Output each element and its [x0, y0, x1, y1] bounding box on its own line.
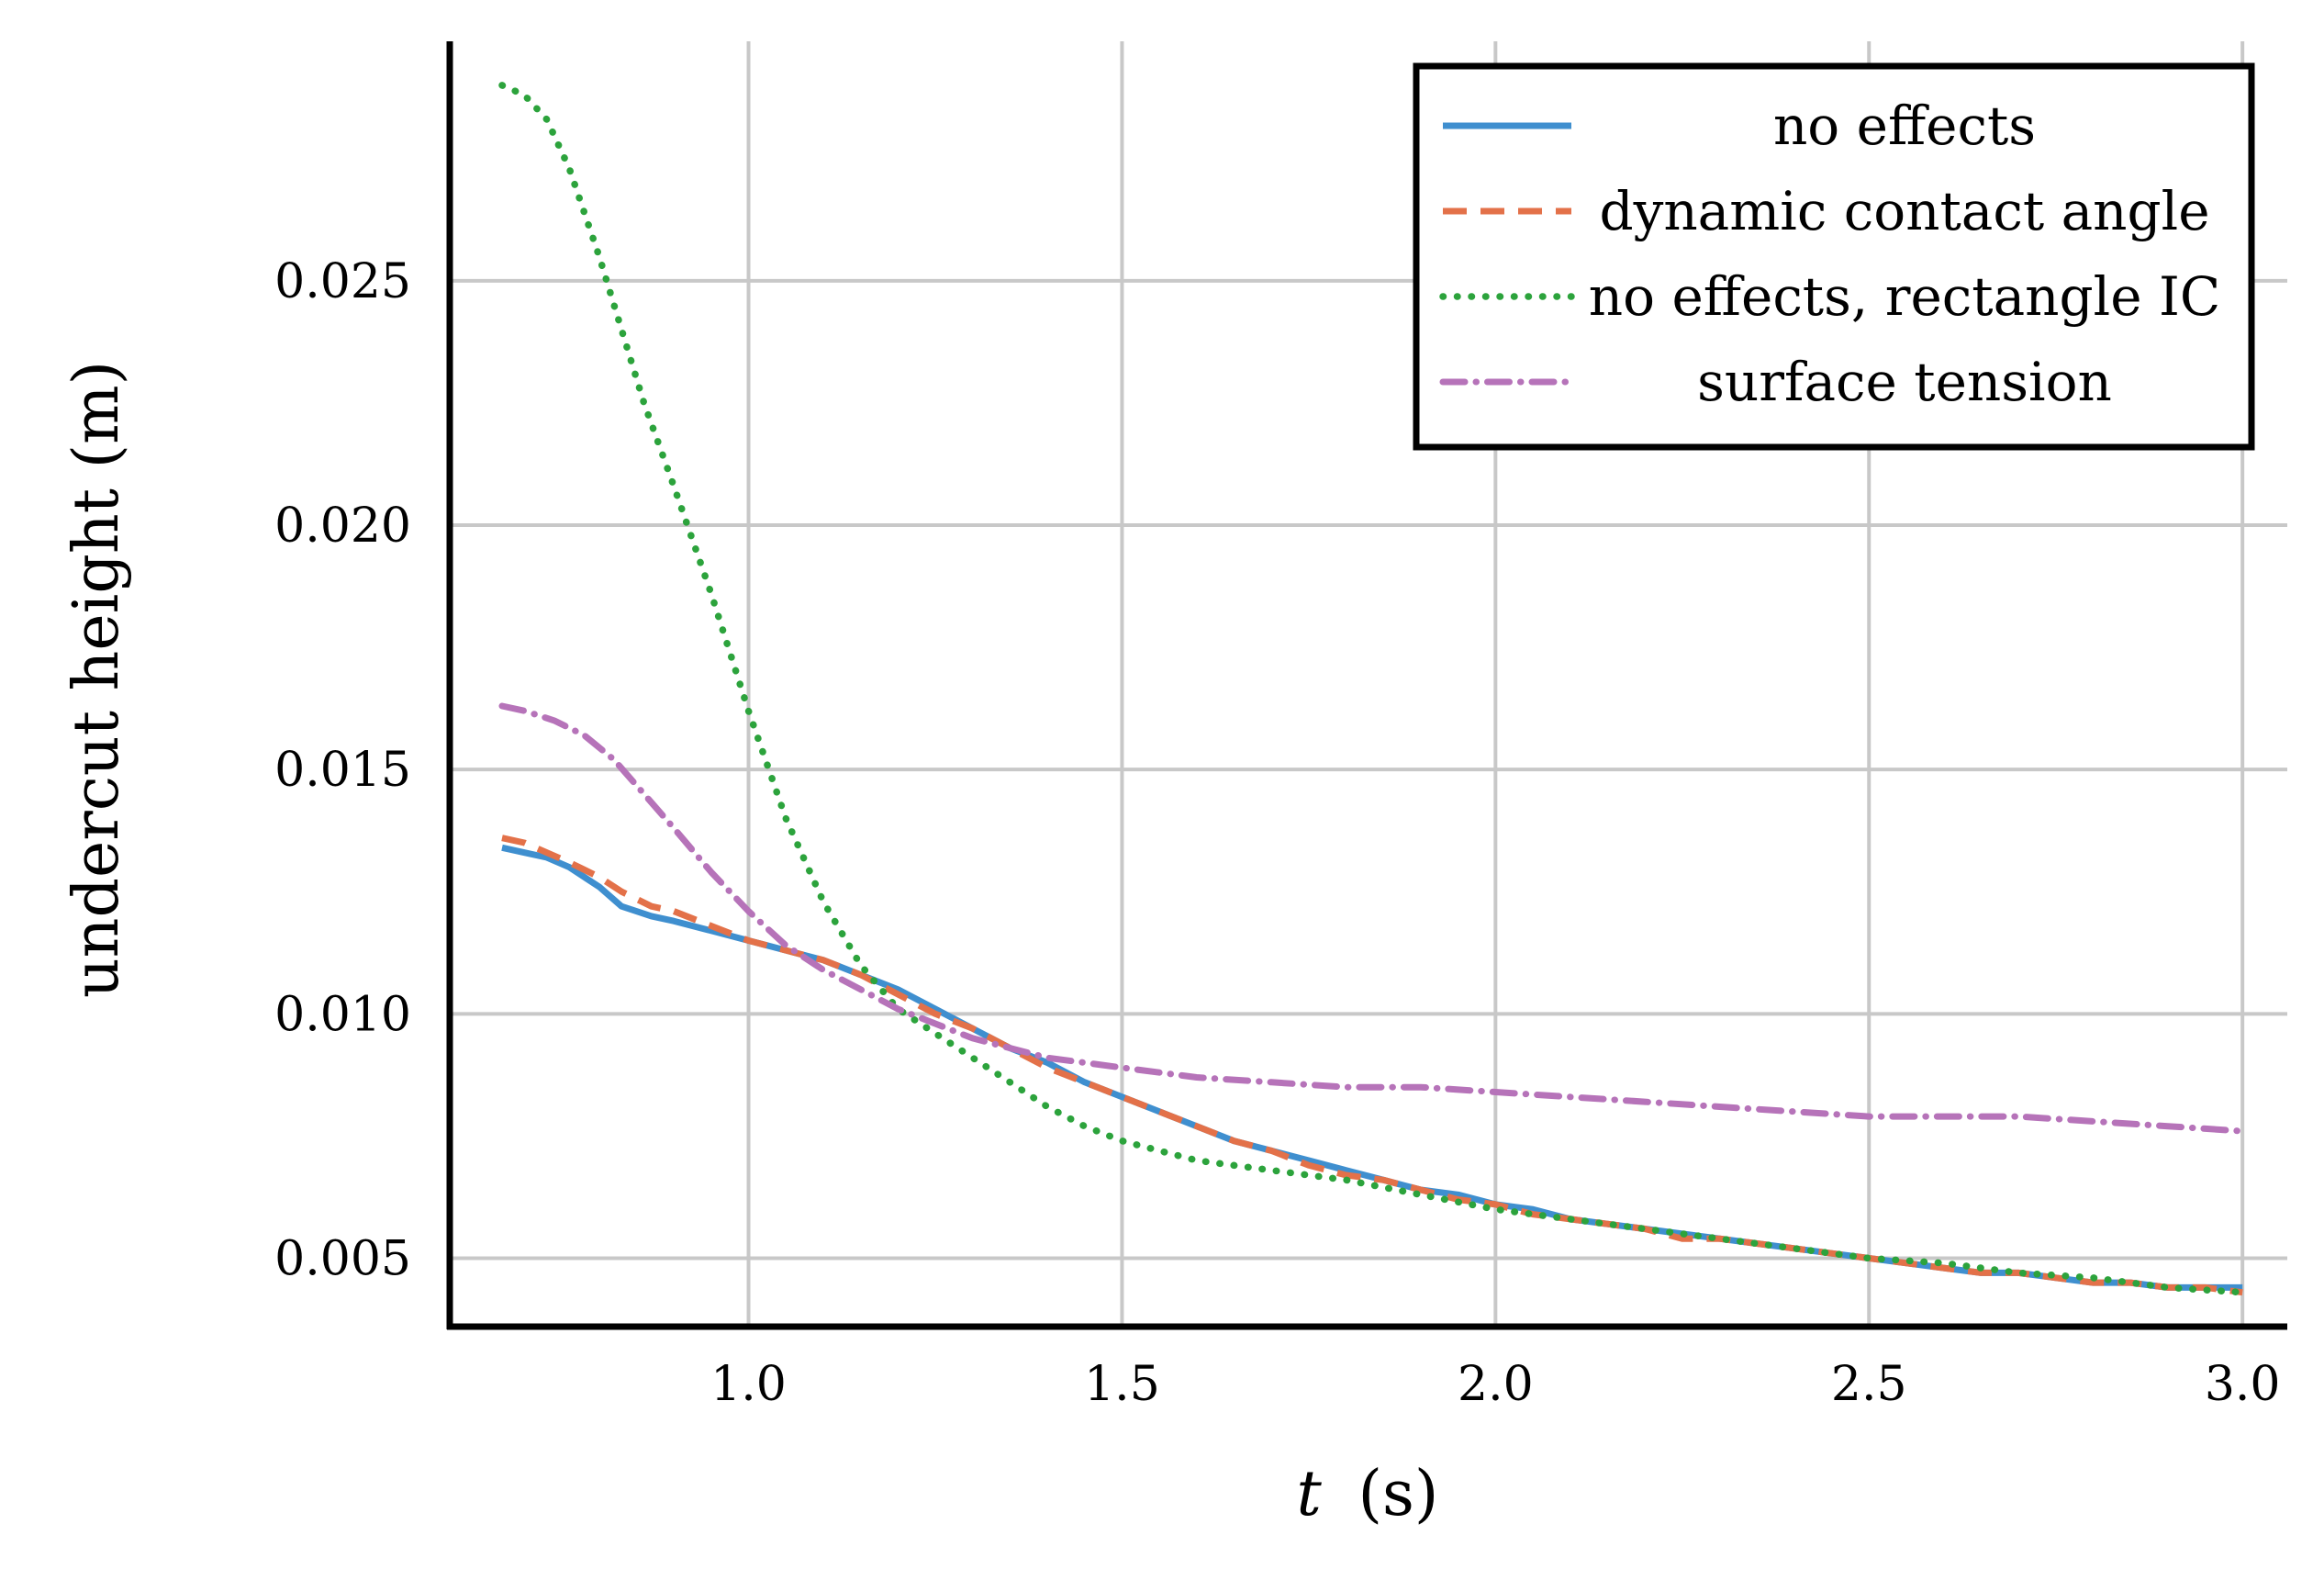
series-line-dynamic-contact-angle: [501, 835, 2243, 1296]
plot-area: [498, 82, 2246, 1296]
x-tick-label: 2.5: [1831, 1357, 1907, 1412]
legend-label: dynamic contact angle: [1599, 180, 2209, 242]
x-tick-label: 1.5: [1084, 1357, 1160, 1412]
series-line-no-effects: [501, 844, 2243, 1291]
x-tick-label: 1.0: [710, 1357, 787, 1412]
x-tick-label: 2.0: [1458, 1357, 1534, 1412]
x-tick-label: 3.0: [2205, 1357, 2281, 1412]
series-line-surface-tension: [498, 702, 2246, 1135]
tick-labels: 1.0 1.5 2.0 2.5 3.0 0.005 0.010 0.015 0.020 0.025: [274, 254, 2280, 1412]
y-tick-label: 0.025: [274, 254, 411, 309]
y-tick-label: 0.010: [274, 987, 411, 1042]
series-line-no-effects-rectangle-ic: [498, 82, 2246, 1296]
x-axis-variable: t: [1297, 1458, 1323, 1530]
y-axis-label: undercut height (m): [61, 361, 133, 998]
x-axis-label: t (s): [1297, 1458, 1439, 1530]
y-tick-label: 0.015: [274, 743, 411, 798]
legend: no effects dynamic contact angle no effect…: [1413, 62, 2255, 451]
legend-label: surface tension: [1697, 351, 2112, 413]
legend-label: no effects, rectangle IC: [1589, 265, 2221, 328]
y-tick-label: 0.005: [274, 1231, 411, 1286]
legend-label: no effects: [1773, 95, 2036, 157]
y-tick-label: 0.020: [274, 499, 411, 554]
x-axis-unit: (s): [1358, 1458, 1438, 1530]
axes: [446, 41, 2287, 1330]
